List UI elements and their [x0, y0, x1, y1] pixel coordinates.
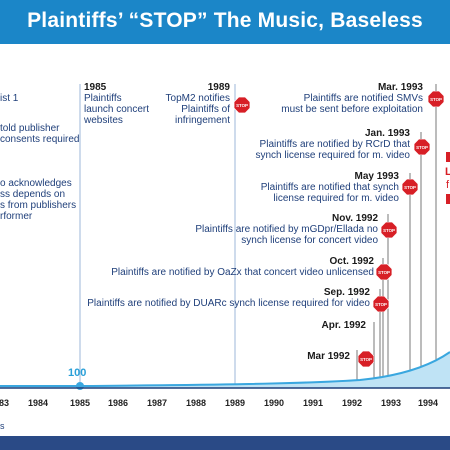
- title-bar: Plaintiffs’ “STOP” The Music, Baseless: [0, 0, 450, 44]
- left-fragment-c: o acknowledges ss depends on s from publ…: [0, 178, 76, 222]
- event-mar-1992: Mar 1992: [307, 351, 350, 362]
- x-axis-label: 1994: [417, 398, 439, 408]
- svg-text:STOP: STOP: [430, 97, 442, 102]
- event-date: Mar 1992: [307, 351, 350, 362]
- x-axis-label: 1989: [224, 398, 246, 408]
- left-fragment-c-line: ss depends on: [0, 189, 66, 200]
- right-red-marker: [446, 152, 450, 162]
- stop-sign-icon: STOP: [234, 97, 250, 113]
- event-apr-1992: Apr. 1992: [322, 320, 366, 331]
- event-line: synch license required for m. video: [255, 150, 410, 161]
- slide-title: Plaintiffs’ “STOP” The Music, Baseless: [27, 9, 423, 32]
- stop-sign-icon: STOP: [414, 139, 430, 155]
- left-fragment-b-line: told publisher: [0, 123, 60, 134]
- svg-text:STOP: STOP: [375, 302, 387, 307]
- event-line: Plaintiffs are notified by OaZx that con…: [111, 267, 374, 278]
- event-line: Plaintiffs of: [181, 104, 230, 115]
- right-fragment: L: [445, 166, 450, 178]
- left-fragment-c-line: o acknowledges: [0, 178, 72, 189]
- event-date: 1989: [207, 82, 230, 93]
- event-date: Sep. 1992: [323, 287, 370, 298]
- event-line: must be sent before exploitation: [281, 104, 423, 115]
- start-value-label: 100: [68, 367, 87, 379]
- x-axis-label: 1993: [380, 398, 402, 408]
- left-fragment-c-line: rformer: [0, 211, 33, 222]
- event-line: Plaintiffs are notified by mGDpr/Ellada …: [195, 224, 378, 235]
- growth-area: [0, 352, 450, 388]
- stop-sign-icon: STOP: [428, 91, 444, 107]
- event-line: Plaintiffs: [84, 93, 122, 104]
- left-fragment-b-line: consents required: [0, 134, 80, 145]
- event-line: Plaintiffs are notified SMVs: [303, 93, 423, 104]
- stop-sign-icon: STOP: [376, 264, 392, 280]
- unit-fragment: s: [0, 421, 5, 431]
- event-jan-1993: Jan. 1993 Plaintiffs are notified by RCr…: [255, 128, 410, 161]
- right-fragment: f: [446, 179, 450, 191]
- growth-curve: [0, 351, 450, 387]
- event-oct-1992: Oct. 1992 Plaintiffs are notified by OaZ…: [111, 256, 374, 278]
- event-line: Plaintiffs are notified by DUARc synch l…: [87, 298, 370, 309]
- event-line: synch license for concert video: [241, 235, 378, 246]
- event-line: TopM2 notifies: [165, 93, 230, 104]
- svg-text:STOP: STOP: [360, 357, 372, 362]
- stop-sign-icon: STOP: [358, 351, 374, 367]
- svg-text:STOP: STOP: [383, 228, 395, 233]
- x-axis-label: 1985: [69, 398, 91, 408]
- svg-text:STOP: STOP: [236, 103, 248, 108]
- stop-sign-icon: STOP: [381, 222, 397, 238]
- x-axis-label: 1991: [302, 398, 324, 408]
- event-date: Nov. 1992: [332, 213, 378, 224]
- left-fragment-c-line: s from publishers: [0, 200, 77, 211]
- event-date: Apr. 1992: [321, 320, 366, 331]
- event-date: May 1993: [354, 171, 399, 182]
- event-line: license required for m. video: [273, 193, 399, 204]
- x-axis-label: 1987: [146, 398, 168, 408]
- event-date: 1985: [84, 82, 107, 93]
- stop-sign-icon: STOP: [402, 179, 418, 195]
- left-fragment-b: told publisher consents required: [0, 123, 80, 145]
- x-axis-label: 1988: [185, 398, 207, 408]
- x-axis-label: 1984: [27, 398, 49, 408]
- footer-bar: [0, 436, 450, 450]
- event-line: Plaintiffs are notified by RCrD that: [259, 139, 410, 150]
- event-1989: 1989 TopM2 notifies Plaintiffs of infrin…: [166, 82, 230, 126]
- title-gap: [0, 44, 450, 50]
- right-red-marker: [446, 194, 450, 204]
- event-date: Jan. 1993: [364, 128, 410, 139]
- svg-text:STOP: STOP: [378, 270, 390, 275]
- event-may-1993: May 1993 Plaintiffs are notified that sy…: [261, 171, 399, 204]
- svg-text:STOP: STOP: [416, 145, 428, 150]
- x-axis-label: 1990: [263, 398, 285, 408]
- start-marker: [76, 382, 84, 390]
- event-line: websites: [84, 115, 123, 126]
- event-date: Oct. 1992: [329, 256, 374, 267]
- event-line: infringement: [174, 115, 230, 126]
- event-date: Mar. 1993: [377, 82, 423, 93]
- left-fragment-a-text: ist 1: [0, 93, 19, 104]
- event-sep-1992: Sep. 1992 Plaintiffs are notified by DUA…: [87, 287, 370, 309]
- event-nov-1992: Nov. 1992 Plaintiffs are notified by mGD…: [195, 213, 378, 246]
- left-fragment-a: ist 1: [0, 93, 18, 104]
- event-mar-1993: Mar. 1993 Plaintiffs are notified SMVs m…: [281, 82, 423, 115]
- event-1985: 1985 Plaintiffs launch concert websites: [84, 82, 149, 126]
- event-line: launch concert: [84, 104, 150, 115]
- stop-sign-icon: STOP: [373, 296, 389, 312]
- svg-text:STOP: STOP: [404, 185, 416, 190]
- x-axis-label: 83: [0, 398, 9, 408]
- x-axis-label: 1986: [107, 398, 129, 408]
- event-line: Plaintiffs are notified that synch: [260, 182, 399, 193]
- x-axis-label: 1992: [341, 398, 363, 408]
